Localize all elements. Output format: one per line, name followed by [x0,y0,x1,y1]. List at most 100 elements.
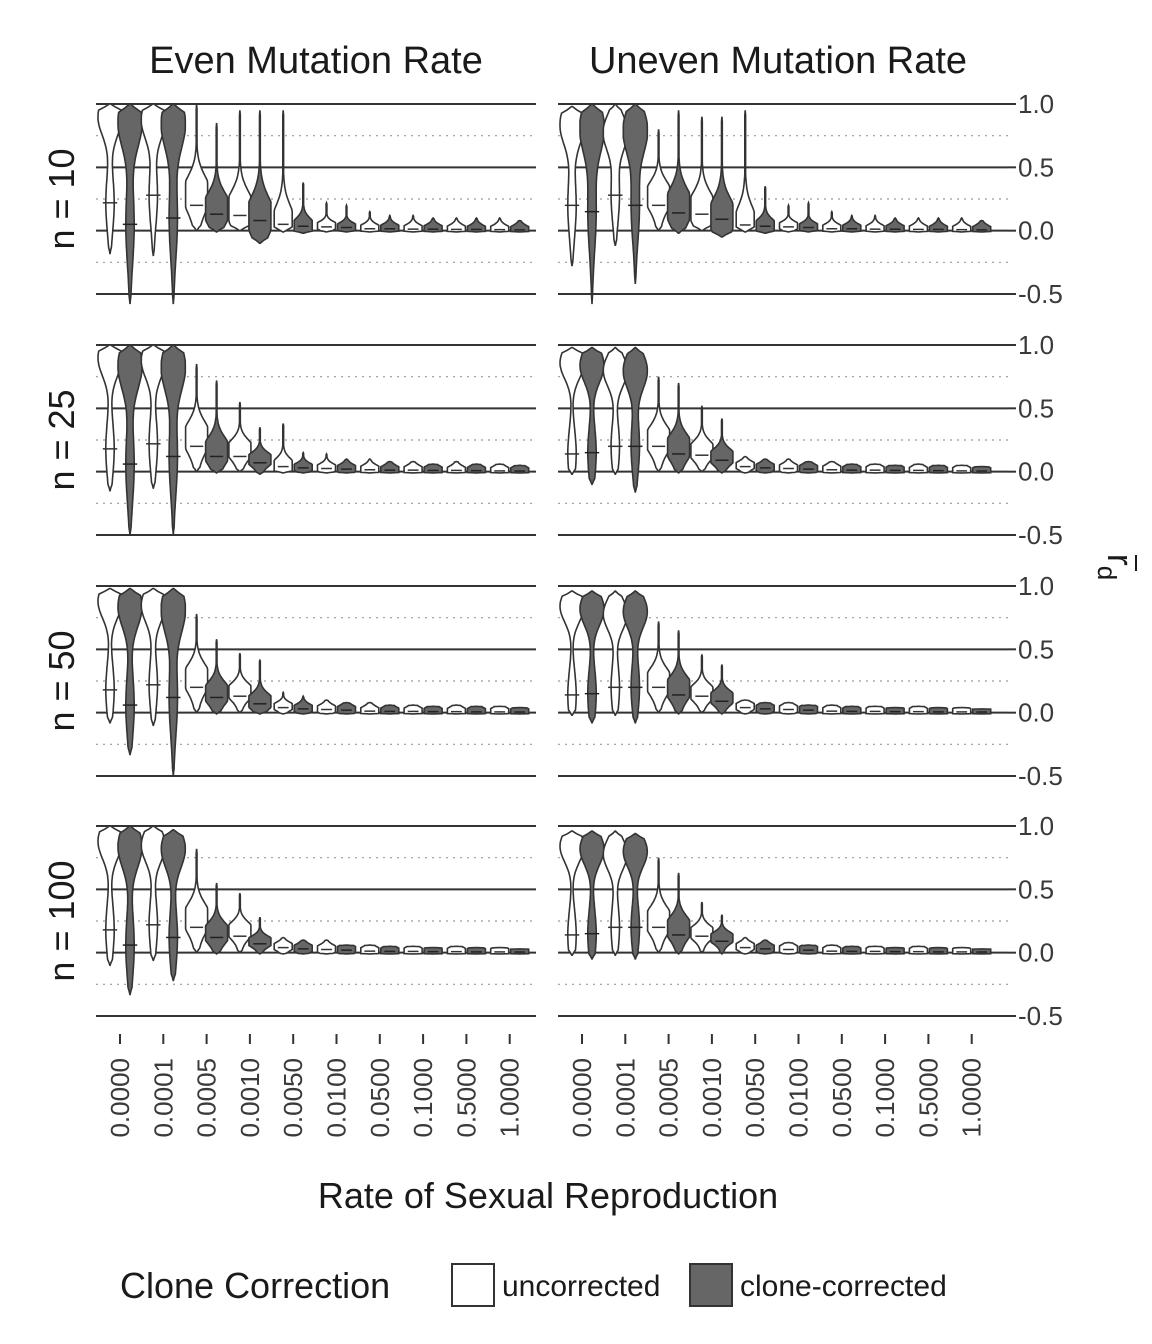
violin-clone-corrected [622,346,649,493]
violin-uncorrected [97,825,123,967]
x-tick-label: 1.0000 [957,1058,987,1138]
violin-clone-corrected [336,458,357,474]
violin-clone-corrected [204,380,229,474]
violin-uncorrected [822,460,842,474]
violin-clone-corrected [204,639,229,715]
violin-uncorrected [228,652,252,714]
x-tick-label-group: 0.1000 [870,1058,900,1138]
x-tick-label: 0.0050 [278,1058,308,1138]
violin-clone-corrected [293,182,313,234]
x-tick-label: 0.0005 [654,1058,684,1138]
legend-title: Clone Correction [120,1265,390,1306]
y-tick-label: -0.5 [1018,761,1063,791]
violin-clone-corrected [885,706,905,715]
y-axis-title: rd [1092,554,1141,580]
violin-uncorrected [822,944,842,955]
violin-clone-corrected [579,830,605,960]
violin-clone-corrected [423,705,443,715]
violin-uncorrected [489,216,510,233]
labels-layer: Even Mutation Rate Uneven Mutation Rate n … [41,40,1063,1138]
y-tick-label: 1.0 [1018,89,1054,119]
y-tick-label: 0.5 [1018,634,1054,664]
violin-clone-corrected [755,186,775,234]
violin-clone-corrected [666,110,691,234]
y-tick-label: 1.0 [1018,571,1054,601]
violin-clone-corrected [710,116,734,238]
violin-uncorrected [735,936,755,955]
violin-clone-corrected [248,427,272,475]
violin-clone-corrected [509,219,530,233]
row-label-100: n = 100 [41,860,82,981]
violin-uncorrected [403,945,423,955]
violin-clone-corrected [666,630,691,715]
x-tick-label: 0.0000 [567,1058,597,1138]
violin-uncorrected [865,945,885,955]
violin-uncorrected [273,423,293,474]
violin-uncorrected [489,946,510,955]
x-tick-label: 0.0001 [610,1058,640,1138]
violin-uncorrected [184,613,209,714]
violin-uncorrected [228,892,252,954]
violin-clone-corrected [622,590,649,724]
row-label-group: n = 100 [41,860,82,981]
violin-clone-corrected [423,463,443,474]
violin-clone-corrected [928,464,949,474]
violin-uncorrected [446,704,467,715]
violin-clone-corrected [117,825,143,996]
row-label-group: n = 50 [41,630,82,731]
gridlines-layer [96,103,1016,1044]
violin-uncorrected [559,590,585,716]
x-tick-label-group: 0.0010 [697,1058,727,1138]
violin-clone-corrected [710,914,734,955]
violin-uncorrected [316,200,337,233]
x-tick-label: 0.0100 [784,1058,814,1138]
violin-uncorrected [735,455,755,474]
violin-clone-corrected [204,122,229,233]
violin-clone-corrected [293,939,313,955]
violin-clone-corrected [423,946,443,955]
x-tick-label: 0.0500 [827,1058,857,1138]
x-tick-label: 0.0010 [697,1058,727,1138]
violin-uncorrected [140,344,167,489]
row-label-50: n = 50 [41,630,82,731]
violin-uncorrected [908,216,929,233]
violin-clone-corrected [666,382,691,474]
violin-clone-corrected [842,214,862,233]
y-axis-title-main: r [1100,554,1141,566]
violin-clone-corrected [466,705,487,715]
row-label-10: n = 10 [41,148,82,249]
violin-uncorrected [735,110,755,233]
violin-uncorrected [690,901,714,954]
violin-clone-corrected [755,458,775,474]
violins-layer [97,103,992,996]
violin-uncorrected [273,690,293,715]
violin-clone-corrected [117,587,143,756]
violin-clone-corrected [842,463,862,474]
violin-clone-corrected [380,460,400,474]
violin-clone-corrected [293,450,313,474]
violin-uncorrected [951,464,972,474]
violin-clone-corrected [509,706,530,715]
violin-clone-corrected [928,706,949,715]
legend-swatch-clone-corrected [689,1263,733,1307]
violin-clone-corrected [466,463,487,474]
x-tick-label: 0.0010 [235,1058,265,1138]
y-tick-label: 0.5 [1018,152,1054,182]
x-tick-label: 0.0005 [192,1058,222,1138]
facet-title-uneven-mutation-rate: Uneven Mutation Rate [589,40,967,82]
violin-uncorrected [646,857,671,954]
y-tick-label: 0.0 [1018,216,1054,246]
x-tick-label-group: 0.0001 [148,1058,178,1138]
violin-clone-corrected [380,214,400,233]
legend-label-uncorrected: uncorrected [502,1270,660,1303]
svg-text:rd: rd [1092,554,1141,580]
violin-uncorrected [403,460,423,474]
violin-clone-corrected [842,945,862,955]
violin-clone-corrected [380,945,400,955]
violin-uncorrected [778,202,799,233]
violin-clone-corrected [248,917,272,955]
x-tick-label-group: 0.0050 [278,1058,308,1138]
x-tick-label: 0.0100 [322,1058,352,1138]
violin-uncorrected [822,209,842,233]
violin-uncorrected [316,699,337,715]
